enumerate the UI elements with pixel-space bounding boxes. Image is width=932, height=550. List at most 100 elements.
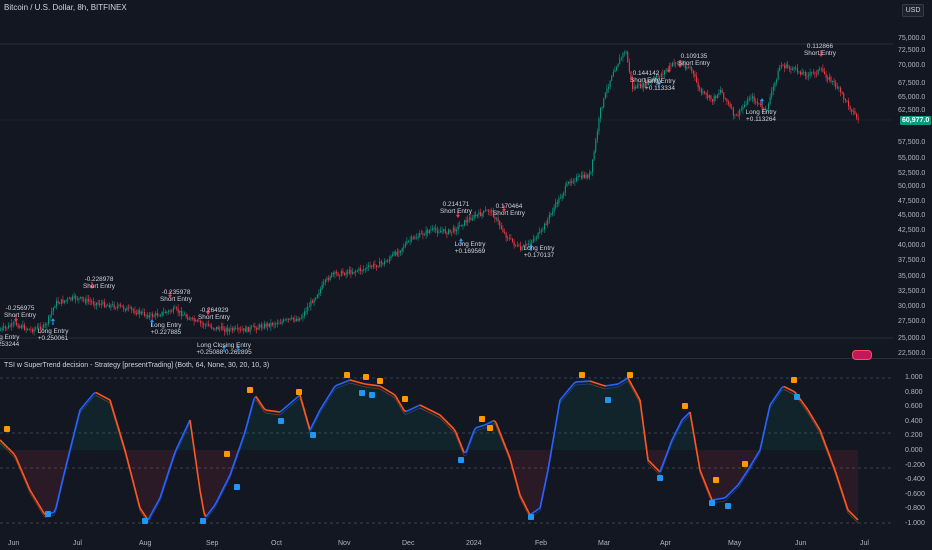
price-axis-label: 30,000.0	[898, 303, 926, 310]
long-entry-arrow	[236, 345, 240, 352]
price-axis-label: 72,500.0	[898, 47, 926, 54]
trade-annotation: Long Entry +0.170137	[524, 245, 555, 259]
price-axis-label: 25,000.0	[898, 335, 926, 342]
long-signal-marker	[142, 518, 148, 524]
trade-annotation-line: +0.253244	[0, 341, 20, 348]
short-signal-marker	[247, 387, 253, 393]
symbol-title[interactable]: Bitcoin / U.S. Dollar, 8h, BITFINEX	[4, 3, 127, 12]
long-signal-marker	[45, 511, 51, 517]
short-entry-arrow	[678, 61, 683, 68]
time-axis-label: Mar	[598, 540, 611, 547]
indicator-axis-label: 0.600	[905, 403, 923, 411]
trade-annotation-line: Short Entry	[198, 314, 230, 321]
indicator-axis-label: -1.000	[905, 520, 925, 527]
time-axis-label: 2024	[466, 540, 482, 547]
flag-icon[interactable]	[852, 350, 872, 360]
price-axis-label: 35,000.0	[898, 273, 926, 280]
trade-annotation-line: +0.113334	[645, 85, 675, 92]
trade-annotation-line: 0.112866	[806, 43, 834, 50]
short-signal-marker	[344, 372, 350, 378]
trade-annotation-line: -0.228978	[84, 276, 114, 283]
long-entry-arrow	[657, 81, 662, 88]
indicator-axis-label: -0.200	[905, 461, 925, 469]
price-axis-label: 45,000.0	[898, 212, 926, 219]
indicator-axis-label: -0.600	[905, 490, 925, 498]
trade-annotation-line: 0.144142	[632, 70, 660, 77]
short-signal-marker	[682, 403, 688, 409]
trade-annotation-line: 0.170464	[495, 203, 523, 210]
long-entry-arrow	[150, 319, 154, 326]
pane-separator[interactable]	[0, 358, 932, 359]
short-entry-arrow	[819, 50, 824, 57]
indicator-axis-label: 0.800	[905, 388, 923, 396]
trade-annotation: 0.170464 Short Entry	[493, 203, 525, 217]
indicator-axis-label: 0.400	[905, 417, 923, 425]
long-signal-marker	[234, 484, 240, 490]
short-entry-arrow	[456, 211, 460, 218]
price-axis-label: 75,000.0	[898, 35, 926, 42]
trade-annotation-line: Long Entry	[0, 334, 20, 341]
long-entry-arrow	[459, 238, 463, 245]
long-signal-marker	[528, 514, 534, 520]
time-axis-label: Jun	[8, 540, 20, 547]
long-signal-marker	[458, 457, 464, 463]
trade-annotation-line: -0.235978	[161, 289, 191, 296]
short-signal-marker	[296, 389, 302, 395]
trade-annotation: 0.112866 Short Entry	[804, 43, 836, 57]
short-entry-arrow	[502, 205, 506, 212]
indicator-axis-label: 0.200	[905, 432, 923, 440]
price-axis-label: 62,500.0	[898, 107, 926, 114]
price-axis-label: 42,500.0	[898, 227, 926, 234]
trade-annotation-line: Long Entry	[523, 245, 555, 252]
price-axis-label: 50,000.0	[898, 183, 926, 190]
long-entry-arrow	[222, 345, 226, 352]
trade-annotation-line: Short Entry	[493, 210, 525, 217]
long-signal-marker	[709, 500, 715, 506]
trade-annotation: 0.144142 Short Entry	[630, 70, 662, 84]
trade-annotation-line: Short Entry	[440, 208, 472, 215]
trade-annotation: 0.214171 Short Entry	[440, 201, 472, 215]
short-signal-marker	[627, 372, 633, 378]
trade-annotation: -0.235978 Short Entry	[160, 289, 192, 303]
long-signal-marker	[725, 503, 731, 509]
short-signal-marker	[402, 396, 408, 402]
trade-annotation-line: +0.169569	[454, 248, 486, 255]
trade-annotation-line: 0.214171	[442, 201, 470, 208]
time-axis-label: Apr	[660, 540, 671, 547]
short-entry-arrow	[206, 308, 210, 315]
short-signal-marker	[579, 372, 585, 378]
price-axis-label: 32,500.0	[898, 288, 926, 295]
indicator-title[interactable]: TSI w SuperTrend decision - Strategy [pr…	[4, 362, 270, 369]
trade-annotation-line: Short Entry	[630, 77, 662, 84]
currency-button[interactable]: USD	[902, 4, 924, 17]
price-axis-label: 55,000.0	[898, 155, 926, 162]
time-axis-label: Oct	[271, 540, 282, 547]
long-signal-marker	[278, 418, 284, 424]
short-entry-arrow	[168, 291, 172, 298]
time-axis-label: Dec	[402, 540, 415, 547]
short-entry-arrow	[90, 282, 94, 289]
short-entry-arrow	[14, 315, 18, 322]
trade-annotation-line: +0.113264	[746, 116, 776, 123]
trade-annotation: Long Entry +0.169569	[455, 241, 486, 255]
last-price-tag: 60,977.0	[900, 116, 932, 125]
price-axis-label: 40,000.0	[898, 242, 926, 249]
time-axis-label: Jul	[860, 540, 869, 547]
price-axis-label: 47,500.0	[898, 198, 926, 205]
trade-annotation-line: Long Entry	[150, 322, 182, 329]
short-entry-arrow	[667, 66, 672, 73]
long-signal-marker	[359, 390, 365, 396]
trade-annotation-line: Short Entry	[83, 283, 115, 290]
price-axis-label: 70,000.0	[898, 62, 926, 69]
trade-annotation: -0.256975 Short Entry	[4, 305, 36, 319]
trade-annotation-line: +0.227885	[150, 329, 182, 336]
trade-annotation-line: Long Entry	[454, 241, 486, 248]
short-signal-marker	[4, 426, 10, 432]
trade-annotation-line: Short Entry	[160, 296, 192, 303]
trade-annotation-line: -0.256975	[5, 305, 35, 312]
short-signal-marker	[791, 377, 797, 383]
indicator-axis-label: -0.800	[905, 505, 925, 513]
trade-annotation: Long Entry+0.253244	[0, 334, 19, 348]
price-axis-label: 57,500.0	[898, 139, 926, 146]
